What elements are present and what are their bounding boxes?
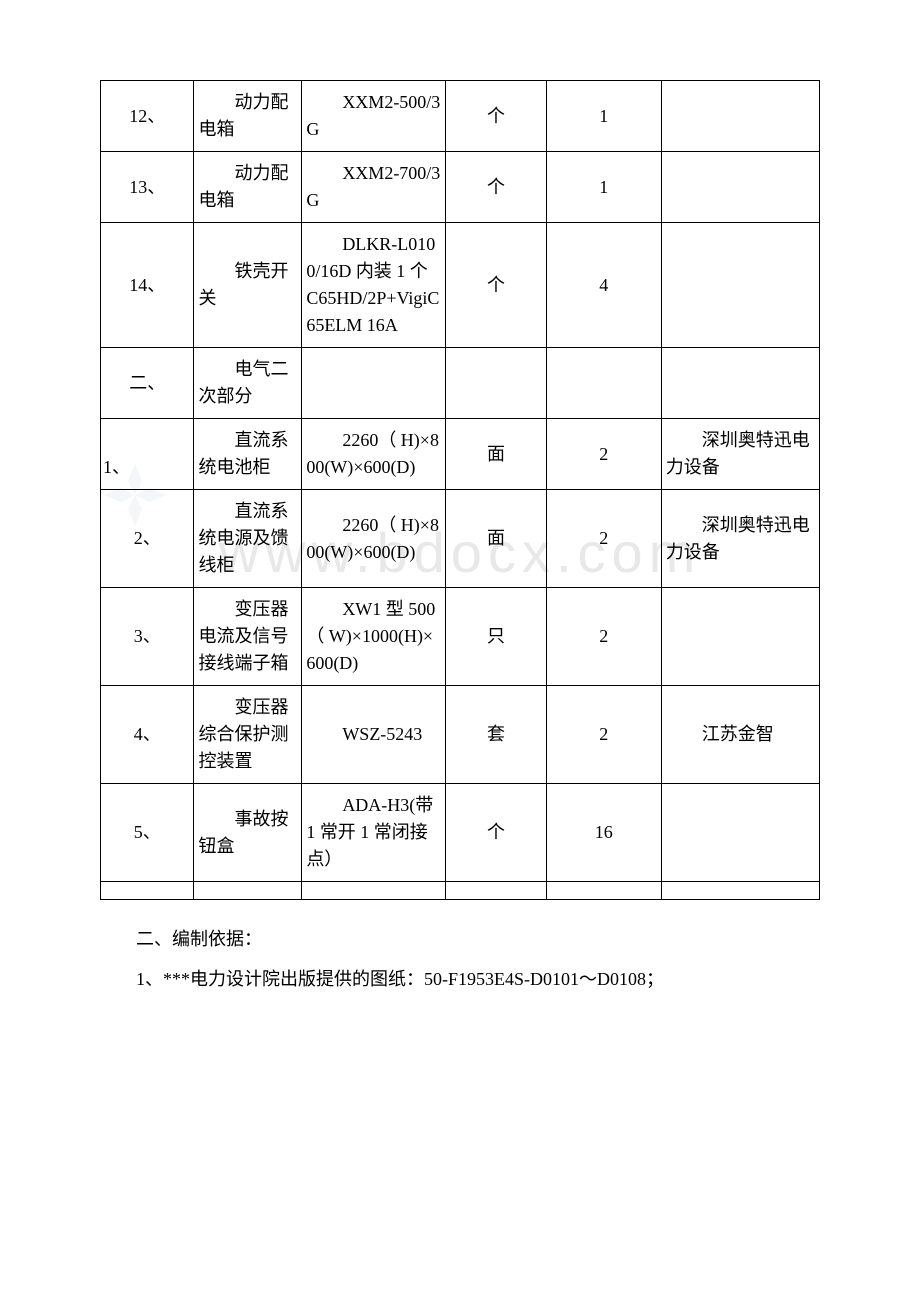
cell-spec: XXM2-500/3G	[302, 81, 446, 152]
table-row: 12、动力配电箱XXM2-500/3G个1	[101, 81, 820, 152]
cell-name: 铁壳开关	[194, 223, 302, 348]
cell-seq: 4、	[101, 686, 194, 784]
cell-unit	[446, 348, 547, 419]
cell-name: 直流系统电源及馈线柜	[194, 490, 302, 588]
cell-unit: 个	[446, 223, 547, 348]
cell-note	[661, 882, 819, 900]
section-heading: 二、编制依据：	[100, 920, 820, 960]
table-row: 13、动力配电箱XXM2-700/3G个1	[101, 152, 820, 223]
cell-qty: 2	[546, 686, 661, 784]
cell-name: 直流系统电池柜	[194, 419, 302, 490]
cell-seq: 3、	[101, 588, 194, 686]
cell-seq: 2、	[101, 490, 194, 588]
cell-qty	[546, 348, 661, 419]
cell-note	[661, 81, 819, 152]
cell-seq: 1、	[101, 419, 194, 490]
table-row: 二、电气二次部分	[101, 348, 820, 419]
cell-spec: XW1 型 500（ W)×1000(H)×600(D)	[302, 588, 446, 686]
cell-unit: 个	[446, 81, 547, 152]
basis-item-1: 1、***电力设计院出版提供的图纸：50-F1953E4S-D0101～D010…	[100, 960, 820, 1000]
cell-spec: DLKR-L0100/16D 内装 1 个 C65HD/2P+VigiC65EL…	[302, 223, 446, 348]
cell-spec: 2260（ H)×800(W)×600(D)	[302, 490, 446, 588]
table-row: 1、直流系统电池柜2260（ H)×800(W)×600(D)面2深圳奥特迅电力…	[101, 419, 820, 490]
cell-unit: 个	[446, 152, 547, 223]
cell-name: 变压器电流及信号接线端子箱	[194, 588, 302, 686]
cell-seq	[101, 882, 194, 900]
table-row: 5、事故按钮盒ADA-H3(带 1 常开 1 常闭接点）个16	[101, 784, 820, 882]
equipment-table: 12、动力配电箱XXM2-500/3G个113、动力配电箱XXM2-700/3G…	[100, 80, 820, 900]
cell-note	[661, 223, 819, 348]
cell-qty: 2	[546, 588, 661, 686]
cell-unit: 个	[446, 784, 547, 882]
cell-unit: 面	[446, 419, 547, 490]
cell-qty: 2	[546, 490, 661, 588]
cell-note: 深圳奥特迅电力设备	[661, 490, 819, 588]
table-row: 4、变压器综合保护测控装置WSZ-5243套2江苏金智	[101, 686, 820, 784]
cell-seq: 5、	[101, 784, 194, 882]
cell-name: 变压器综合保护测控装置	[194, 686, 302, 784]
body-text-section: 二、编制依据： 1、***电力设计院出版提供的图纸：50-F1953E4S-D0…	[100, 920, 820, 999]
cell-name	[194, 882, 302, 900]
cell-spec	[302, 882, 446, 900]
cell-name: 电气二次部分	[194, 348, 302, 419]
table-row: 2、直流系统电源及馈线柜2260（ H)×800(W)×600(D)面2深圳奥特…	[101, 490, 820, 588]
cell-seq: 13、	[101, 152, 194, 223]
cell-spec: 2260（ H)×800(W)×600(D)	[302, 419, 446, 490]
cell-unit: 只	[446, 588, 547, 686]
cell-name: 事故按钮盒	[194, 784, 302, 882]
cell-note: 江苏金智	[661, 686, 819, 784]
cell-seq: 12、	[101, 81, 194, 152]
cell-unit	[446, 882, 547, 900]
cell-spec: WSZ-5243	[302, 686, 446, 784]
table-row: 3、变压器电流及信号接线端子箱XW1 型 500（ W)×1000(H)×600…	[101, 588, 820, 686]
cell-name: 动力配电箱	[194, 152, 302, 223]
cell-note	[661, 588, 819, 686]
cell-spec: ADA-H3(带 1 常开 1 常闭接点）	[302, 784, 446, 882]
cell-seq: 二、	[101, 348, 194, 419]
cell-unit: 套	[446, 686, 547, 784]
cell-note	[661, 784, 819, 882]
cell-unit: 面	[446, 490, 547, 588]
cell-spec	[302, 348, 446, 419]
cell-qty: 1	[546, 152, 661, 223]
cell-qty: 2	[546, 419, 661, 490]
table-row	[101, 882, 820, 900]
table-row: 14、铁壳开关DLKR-L0100/16D 内装 1 个 C65HD/2P+Vi…	[101, 223, 820, 348]
cell-seq: 14、	[101, 223, 194, 348]
cell-qty: 1	[546, 81, 661, 152]
cell-qty: 4	[546, 223, 661, 348]
cell-note	[661, 348, 819, 419]
cell-note	[661, 152, 819, 223]
cell-qty	[546, 882, 661, 900]
cell-name: 动力配电箱	[194, 81, 302, 152]
cell-note: 深圳奥特迅电力设备	[661, 419, 819, 490]
cell-spec: XXM2-700/3G	[302, 152, 446, 223]
cell-qty: 16	[546, 784, 661, 882]
